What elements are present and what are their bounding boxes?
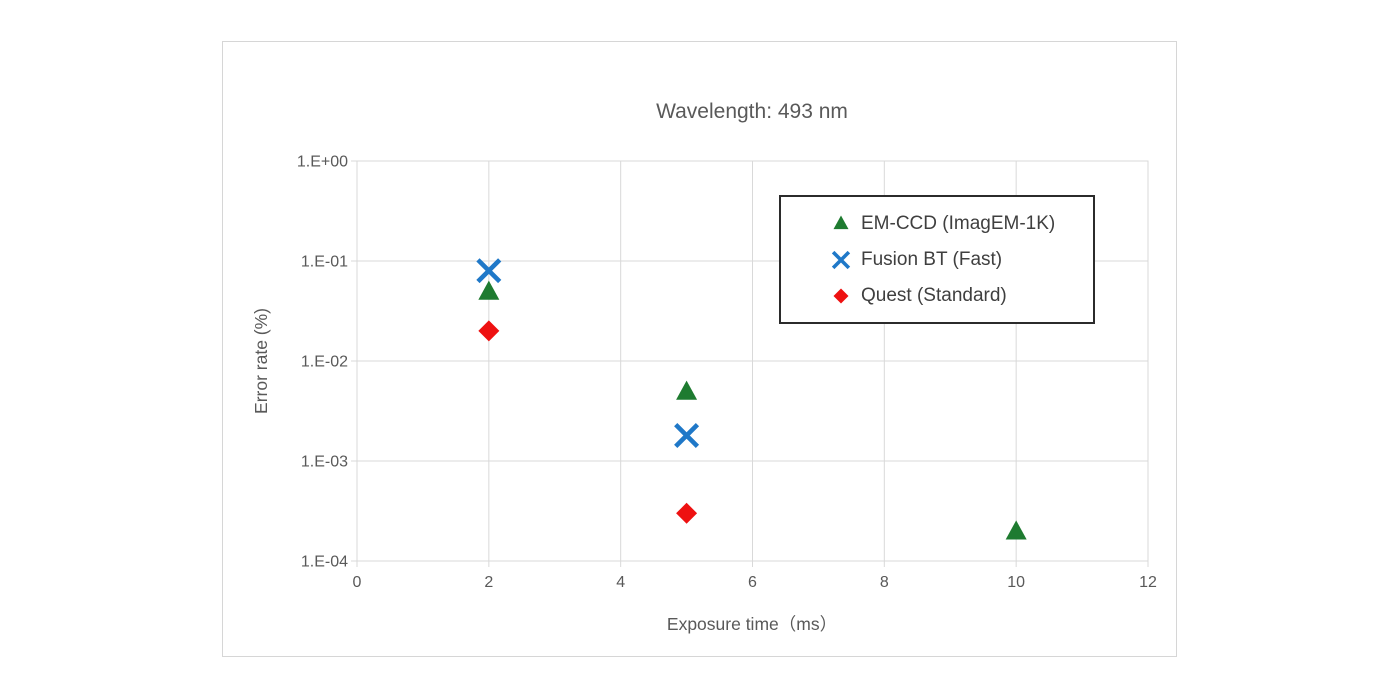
triangle-marker-icon <box>676 380 698 400</box>
triangle-marker-icon <box>833 215 849 230</box>
legend-item-label: Fusion BT (Fast) <box>861 249 1003 270</box>
y-tick-label: 1.E-04 <box>301 554 348 571</box>
triangle-marker-icon <box>1005 520 1027 540</box>
y-tick-label: 1.E+00 <box>297 154 348 171</box>
triangle-marker-icon <box>478 280 500 300</box>
x-tick-label: 2 <box>484 574 493 591</box>
legend-item: Quest (Standard) <box>831 286 1093 306</box>
chart-container: 1.E+00 1.E-01 1.E-02 1.E-03 1.E-04 0 2 4 6 8 10 12 … <box>222 41 1177 657</box>
x-legend-marker-icon <box>831 250 851 270</box>
legend-item: Fusion BT (Fast) <box>831 250 1093 270</box>
tick-layer <box>351 160 1149 567</box>
diamond-marker-icon <box>676 502 698 524</box>
legend-item: EM-CCD (ImagEM-1K) <box>831 213 1093 233</box>
x-marker-icon <box>476 258 502 284</box>
legend-item-label: Quest (Standard) <box>861 285 1007 307</box>
chart-title: Wavelength: 493 nm <box>656 100 848 123</box>
triangle-legend-marker-icon <box>831 213 851 233</box>
x-axis-title: Exposure time（ms） <box>667 614 837 634</box>
y-tick-label: 1.E-03 <box>301 454 348 471</box>
diamond-legend-marker-icon <box>831 286 851 306</box>
x-marker-icon <box>674 422 700 448</box>
x-tick-label: 6 <box>748 574 757 591</box>
y-tick-label: 1.E-01 <box>301 254 348 271</box>
y-tick-label: 1.E-02 <box>301 354 348 371</box>
x-tick-label: 12 <box>1139 574 1157 591</box>
diamond-marker-icon <box>833 288 849 304</box>
scatter-plot: 1.E+001.E-011.E-021.E-031.E-040 2 4 6 8 10 12 … <box>251 100 1157 634</box>
data-marker-layer <box>476 258 1027 540</box>
axis-tick-labels: 1.E+00 1.E-01 1.E-02 1.E-03 1.E-04 0 2 4 6 8 10 12 <box>297 154 1157 592</box>
diamond-marker-icon <box>478 320 500 342</box>
legend: EM-CCD (ImagEM-1K) Fusion BT (Fast) Quest … <box>779 195 1095 324</box>
x-tick-label: 4 <box>616 574 625 591</box>
x-marker-icon <box>831 250 851 269</box>
x-tick-label: 8 <box>880 574 889 591</box>
legend-item-label: EM-CCD (ImagEM-1K) <box>861 212 1056 234</box>
x-tick-label: 10 <box>1007 574 1025 591</box>
y-axis-title: Error rate (%) <box>251 308 271 414</box>
x-tick-label: 0 <box>353 574 362 591</box>
